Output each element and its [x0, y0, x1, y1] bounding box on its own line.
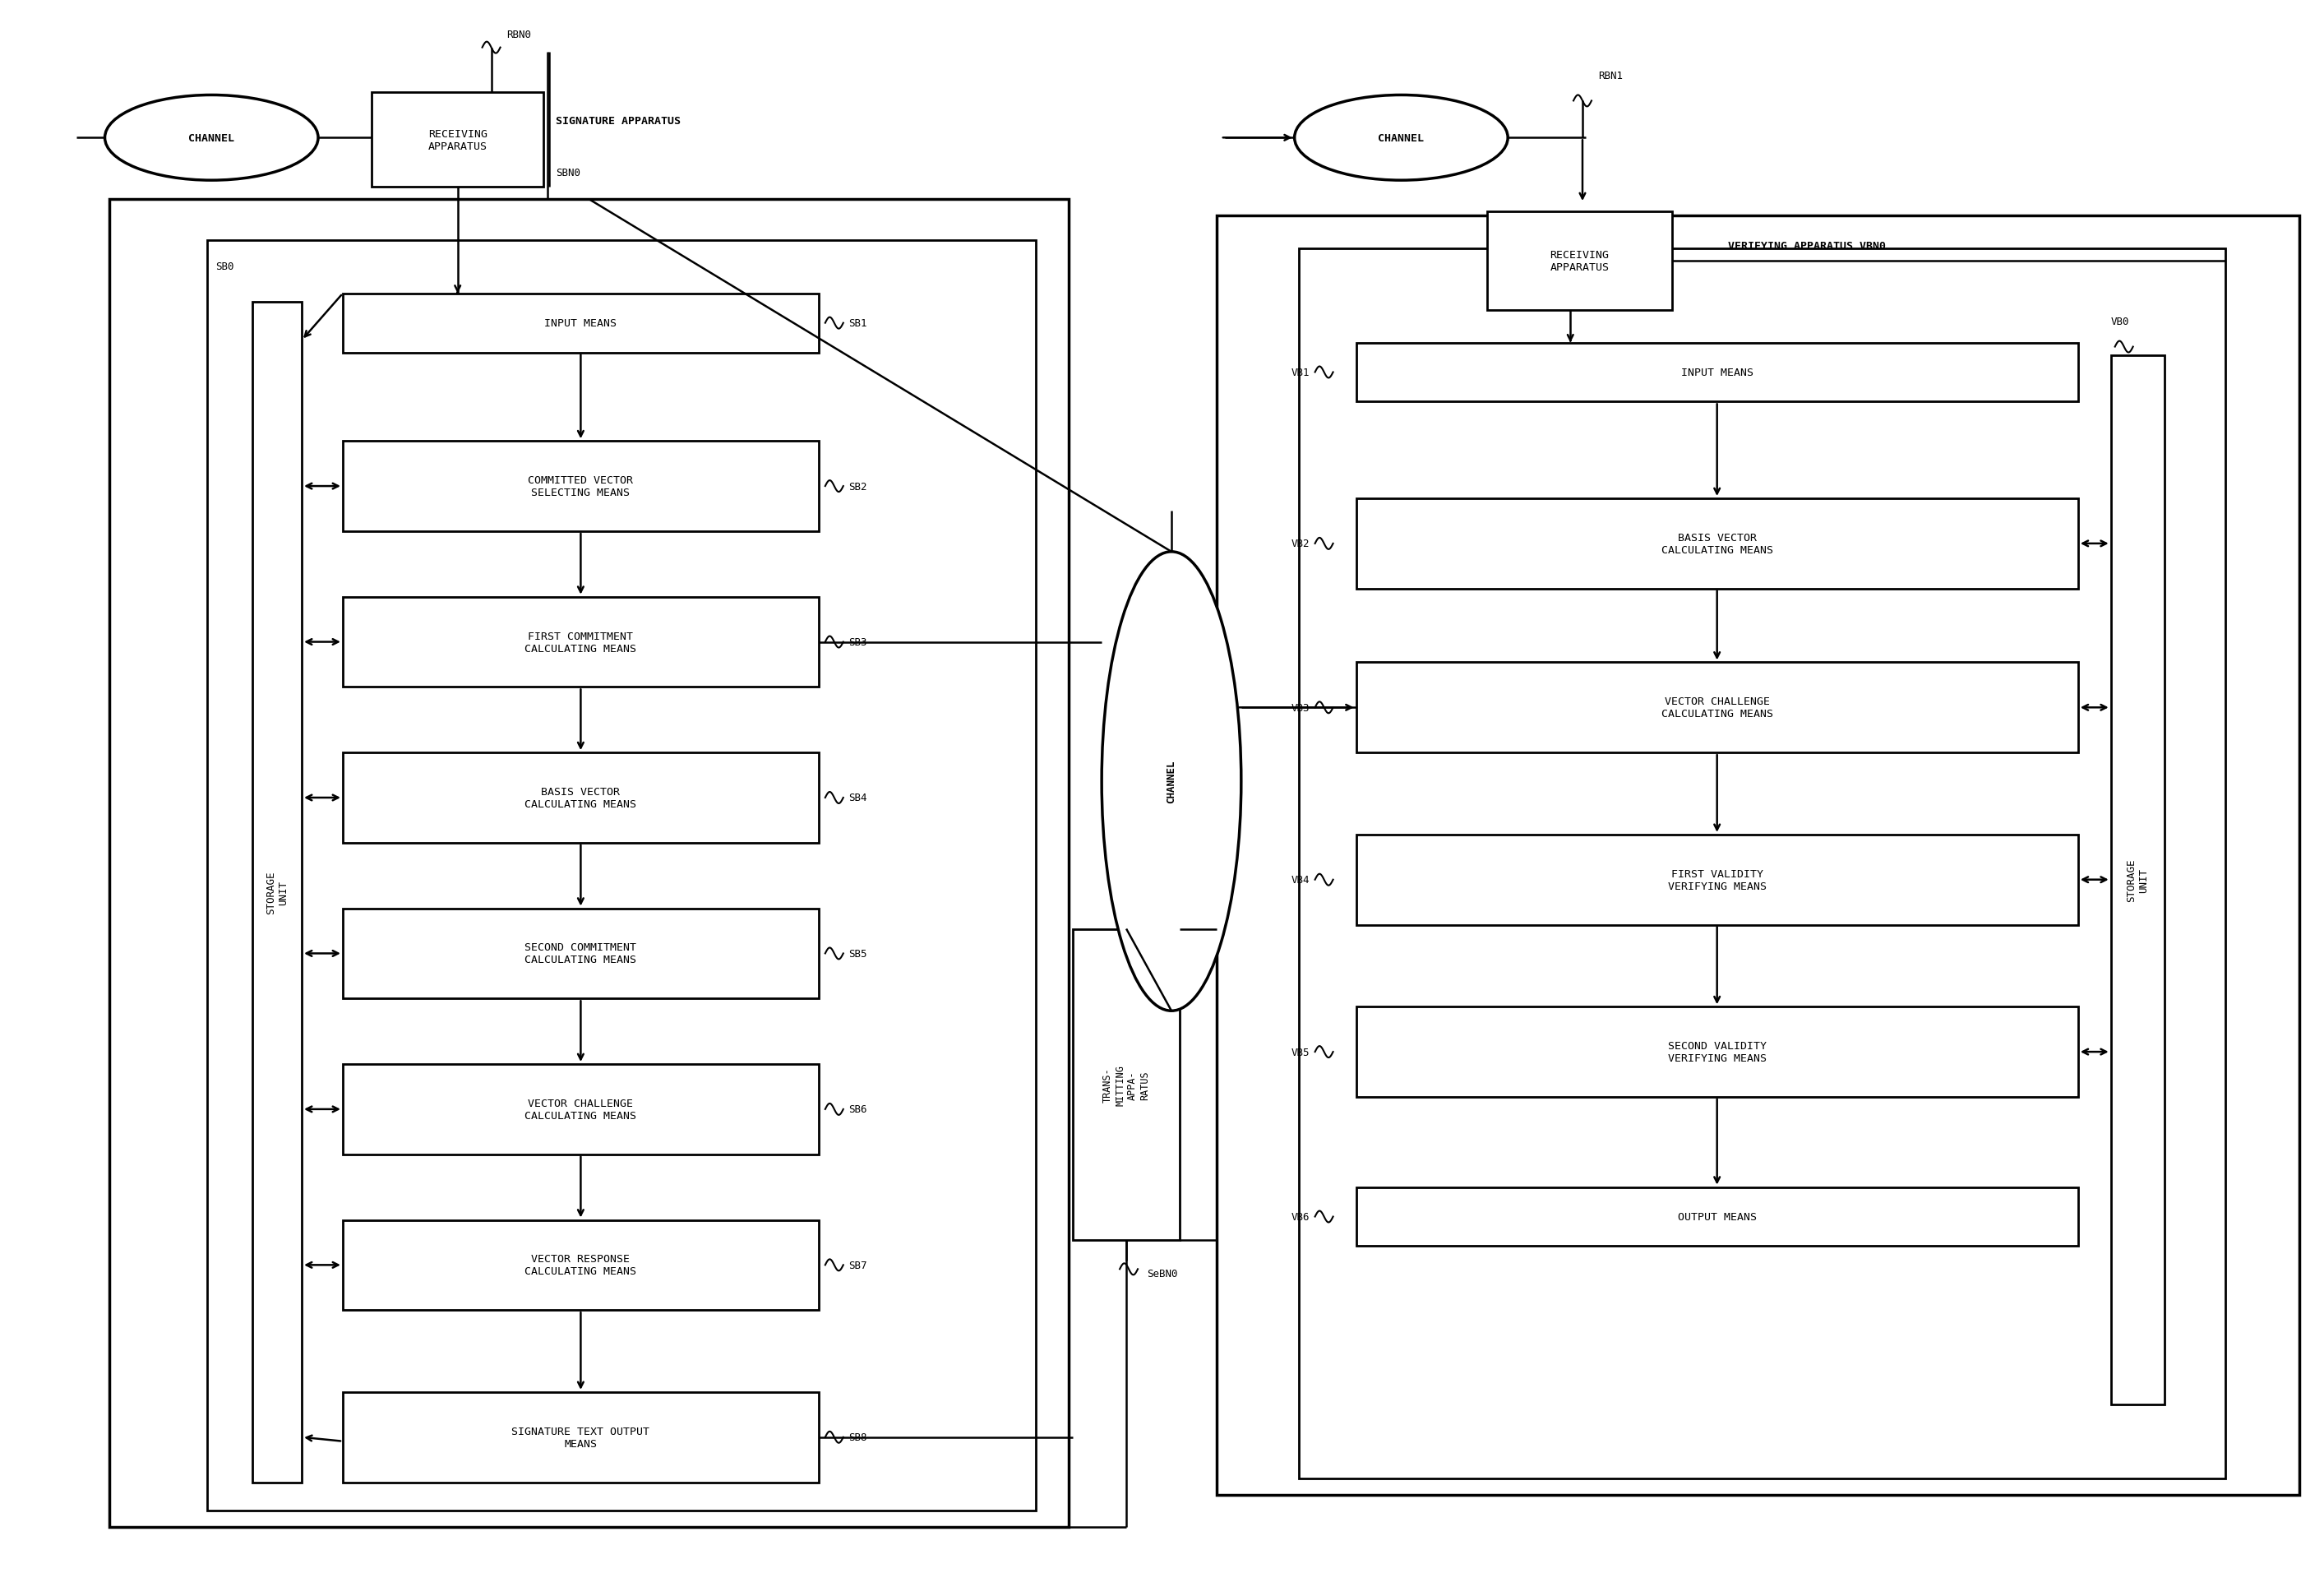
- Text: SIGNATURE TEXT OUTPUT
MEANS: SIGNATURE TEXT OUTPUT MEANS: [511, 1425, 651, 1449]
- Text: VECTOR CHALLENGE
CALCULATING MEANS: VECTOR CHALLENGE CALCULATING MEANS: [525, 1098, 637, 1120]
- Text: SeBN0: SeBN0: [1146, 1268, 1178, 1279]
- Ellipse shape: [1102, 552, 1241, 1011]
- Text: INPUT MEANS: INPUT MEANS: [1680, 367, 1752, 378]
- Text: SB2: SB2: [848, 481, 867, 492]
- Bar: [1355, 1008, 2078, 1097]
- Bar: [342, 597, 818, 687]
- Bar: [1355, 343, 2078, 402]
- Bar: [342, 909, 818, 998]
- Text: STORAGE
UNIT: STORAGE UNIT: [2126, 859, 2150, 901]
- Text: SB1: SB1: [848, 317, 867, 329]
- Text: RECEIVING
APPARATUS: RECEIVING APPARATUS: [428, 129, 488, 152]
- Bar: [342, 441, 818, 532]
- Bar: [342, 752, 818, 843]
- Text: SIGNATURE APPARATUS: SIGNATURE APPARATUS: [555, 116, 681, 127]
- Text: BASIS VECTOR
CALCULATING MEANS: BASIS VECTOR CALCULATING MEANS: [1662, 533, 1773, 555]
- Bar: [342, 294, 818, 352]
- Text: TRANS-
MITTING
APPA-
RATUS: TRANS- MITTING APPA- RATUS: [1102, 1065, 1150, 1105]
- Text: SB8: SB8: [848, 1431, 867, 1443]
- Text: VERIFYING APPARATUS VBN0: VERIFYING APPARATUS VBN0: [1729, 241, 1887, 252]
- Bar: [1487, 213, 1671, 311]
- Bar: [207, 241, 1037, 1511]
- Text: BASIS VECTOR
CALCULATING MEANS: BASIS VECTOR CALCULATING MEANS: [525, 787, 637, 809]
- Bar: [342, 1392, 818, 1482]
- Text: INPUT MEANS: INPUT MEANS: [544, 317, 616, 329]
- Bar: [1355, 663, 2078, 752]
- Text: VB6: VB6: [1292, 1211, 1311, 1222]
- Bar: [1355, 1187, 2078, 1246]
- Text: VB2: VB2: [1292, 538, 1311, 549]
- Text: RBN1: RBN1: [1599, 70, 1622, 81]
- Text: CHANNEL: CHANNEL: [188, 133, 235, 144]
- Text: CHANNEL: CHANNEL: [1167, 760, 1176, 803]
- Text: VECTOR CHALLENGE
CALCULATING MEANS: VECTOR CHALLENGE CALCULATING MEANS: [1662, 697, 1773, 719]
- Bar: [1299, 249, 2226, 1477]
- Text: SB4: SB4: [848, 792, 867, 803]
- Text: STORAGE
UNIT: STORAGE UNIT: [265, 871, 288, 914]
- Text: OUTPUT MEANS: OUTPUT MEANS: [1678, 1211, 1757, 1222]
- Text: FIRST COMMITMENT
CALCULATING MEANS: FIRST COMMITMENT CALCULATING MEANS: [525, 630, 637, 654]
- Text: RECEIVING
APPARATUS: RECEIVING APPARATUS: [1550, 249, 1608, 273]
- Bar: [372, 94, 544, 187]
- Bar: [1355, 498, 2078, 589]
- Text: COMMITTED VECTOR
SELECTING MEANS: COMMITTED VECTOR SELECTING MEANS: [528, 475, 634, 498]
- Bar: [342, 1065, 818, 1154]
- Text: SB3: SB3: [848, 636, 867, 647]
- Text: FIRST VALIDITY
VERIFYING MEANS: FIRST VALIDITY VERIFYING MEANS: [1669, 868, 1766, 892]
- Text: VB0: VB0: [2110, 316, 2129, 327]
- Text: VECTOR RESPONSE
CALCULATING MEANS: VECTOR RESPONSE CALCULATING MEANS: [525, 1254, 637, 1276]
- Text: VB3: VB3: [1292, 703, 1311, 713]
- Ellipse shape: [105, 95, 318, 181]
- Text: RBN0: RBN0: [507, 29, 532, 40]
- Bar: [109, 200, 1069, 1527]
- Text: VB5: VB5: [1292, 1047, 1311, 1057]
- Text: SB6: SB6: [848, 1105, 867, 1114]
- Text: SB0: SB0: [216, 262, 235, 271]
- Ellipse shape: [1294, 95, 1508, 181]
- Text: VB4: VB4: [1292, 874, 1311, 886]
- Text: SB5: SB5: [848, 949, 867, 959]
- Bar: [253, 302, 302, 1482]
- Text: SECOND VALIDITY
VERIFYING MEANS: SECOND VALIDITY VERIFYING MEANS: [1669, 1041, 1766, 1063]
- Text: SB7: SB7: [848, 1260, 867, 1271]
- Bar: [2110, 355, 2164, 1404]
- Text: VB1: VB1: [1292, 367, 1311, 378]
- Bar: [1074, 928, 1181, 1241]
- Text: SBN0: SBN0: [555, 168, 581, 179]
- Bar: [342, 1220, 818, 1311]
- Bar: [1215, 216, 2298, 1495]
- Bar: [1355, 835, 2078, 925]
- Text: CHANNEL: CHANNEL: [1378, 133, 1425, 144]
- Text: SECOND COMMITMENT
CALCULATING MEANS: SECOND COMMITMENT CALCULATING MEANS: [525, 943, 637, 965]
